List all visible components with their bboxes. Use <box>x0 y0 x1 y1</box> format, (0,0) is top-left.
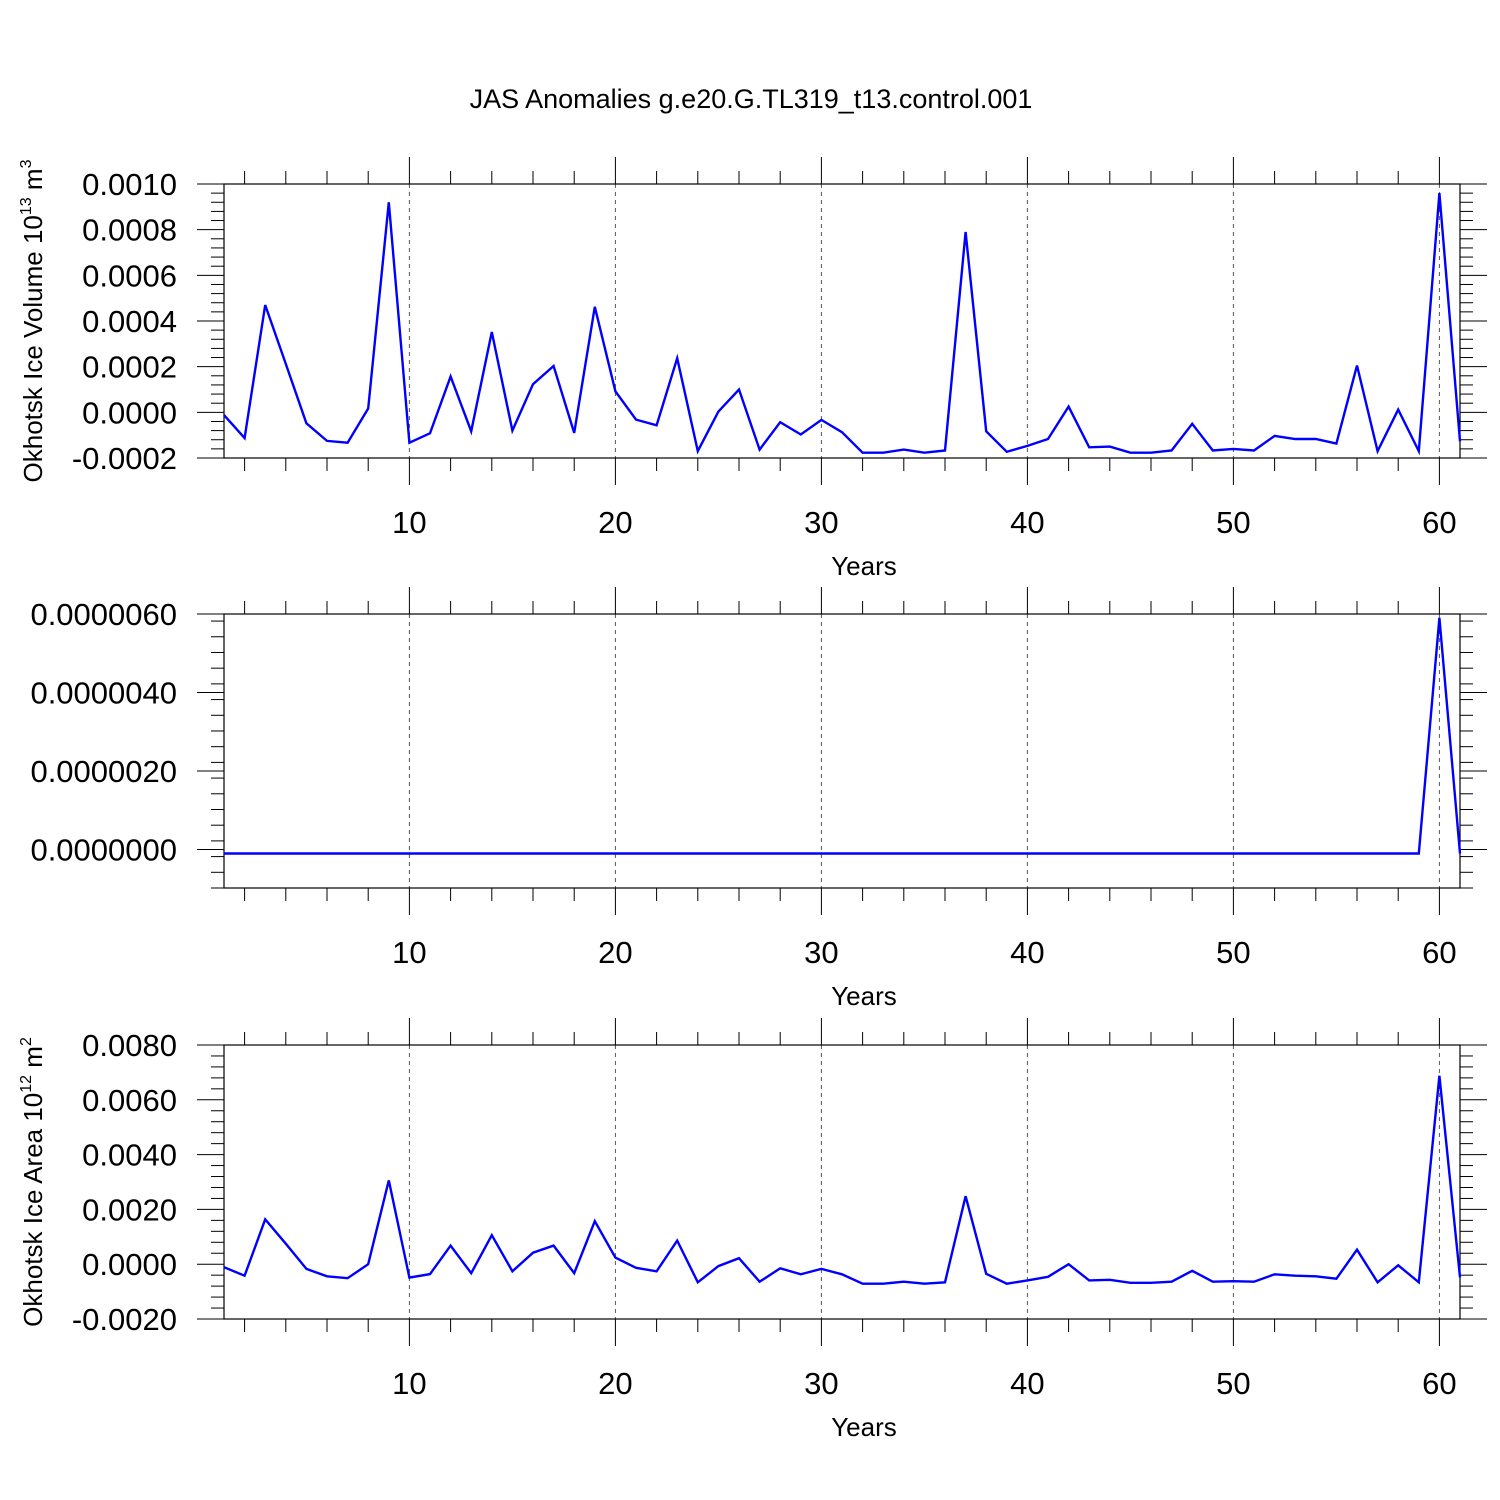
y-axis-label-unit-exponent: 3 <box>18 159 35 168</box>
y-tick-label: 0.0080 <box>82 1028 177 1063</box>
chart-panel-2: 10 20 30 40 50 60 0.0000000 0.0000020 0.0000040 0… <box>30 587 1487 1011</box>
series-line <box>224 617 1462 855</box>
x-tick-label: 20 <box>598 505 632 540</box>
plot-frame <box>223 1044 1461 1320</box>
x-tick-label: 30 <box>804 935 838 970</box>
x-tick-label: 10 <box>392 1366 426 1401</box>
chart-panel-1: 10 20 30 40 50 60 -0.0002 0.0000 0.0002 0.0004 0.0… <box>18 157 1487 581</box>
x-tick-label: 50 <box>1216 505 1250 540</box>
y-tick-label: 0.0010 <box>82 167 177 202</box>
x-tick-label: 50 <box>1216 935 1250 970</box>
y-tick-label: -0.0020 <box>72 1302 177 1337</box>
x-tick-label: 40 <box>1010 1366 1044 1401</box>
y-axis-label-exponent: 13 <box>18 197 35 215</box>
series-line <box>223 1075 1462 1285</box>
series-line <box>223 193 1462 456</box>
x-tick-label: 30 <box>804 505 838 540</box>
x-axis-label: Years <box>831 1412 897 1442</box>
x-tick-label: 60 <box>1422 505 1456 540</box>
x-tick-label: 40 <box>1010 505 1044 540</box>
plot-frame <box>223 613 1461 889</box>
y-axis-label-text: Okhotsk Ice Area 10 <box>18 1093 48 1327</box>
y-tick-label: 0.0000 <box>82 395 177 430</box>
plot-frame <box>223 183 1461 459</box>
x-tick-label: 20 <box>598 1366 632 1401</box>
x-axis-label: Years <box>831 551 897 581</box>
y-tick-label: 0.0020 <box>82 1192 177 1227</box>
y-axis-label: Okhotsk Ice Volume 1013 m3 <box>18 159 48 482</box>
x-tick-label: 40 <box>1010 935 1044 970</box>
x-tick-label: 60 <box>1422 1366 1456 1401</box>
x-tick-label: 30 <box>804 1366 838 1401</box>
chart-panel-3: 10 20 30 40 50 60 -0.0020 0.0000 0.0020 0.0040 0.0… <box>18 1018 1487 1442</box>
y-tick-label: 0.0008 <box>82 213 177 248</box>
y-axis-label: Okhotsk Ice Area 1012 m2 <box>18 1037 48 1327</box>
y-tick-label: 0.0060 <box>82 1083 177 1118</box>
x-tick-label: 50 <box>1216 1366 1250 1401</box>
y-tick-label: 0.0040 <box>82 1138 177 1173</box>
y-tick-label: 0.0000060 <box>30 597 177 632</box>
x-tick-label: 20 <box>598 935 632 970</box>
panels: 10 20 30 40 50 60 -0.0002 0.0000 0.0002 0.0004 0.0… <box>18 157 1487 1442</box>
y-tick-label: 0.0004 <box>82 304 177 339</box>
y-axis-label-unit-exponent: 2 <box>18 1037 35 1046</box>
x-tick-label: 60 <box>1422 935 1456 970</box>
y-axis-label-unit: m <box>18 1046 48 1075</box>
y-tick-label: 0.0006 <box>82 258 177 293</box>
y-tick-label: 0.0000040 <box>30 676 177 711</box>
y-tick-label: 0.0000 <box>82 1247 177 1282</box>
y-tick-label: 0.0000000 <box>30 833 177 868</box>
x-axis-label: Years <box>831 981 897 1011</box>
x-tick-label: 10 <box>392 935 426 970</box>
x-tick-label: 10 <box>392 505 426 540</box>
figure-title: JAS Anomalies g.e20.G.TL319_t13.control.… <box>470 84 1033 114</box>
y-tick-label: 0.0002 <box>82 350 177 385</box>
y-axis-label-unit: m <box>18 168 48 197</box>
y-axis-label-exponent: 12 <box>18 1075 35 1093</box>
y-axis-label-text: Okhotsk Ice Volume 10 <box>18 215 48 482</box>
y-tick-label: -0.0002 <box>72 441 177 476</box>
y-tick-label: 0.0000020 <box>30 754 177 789</box>
